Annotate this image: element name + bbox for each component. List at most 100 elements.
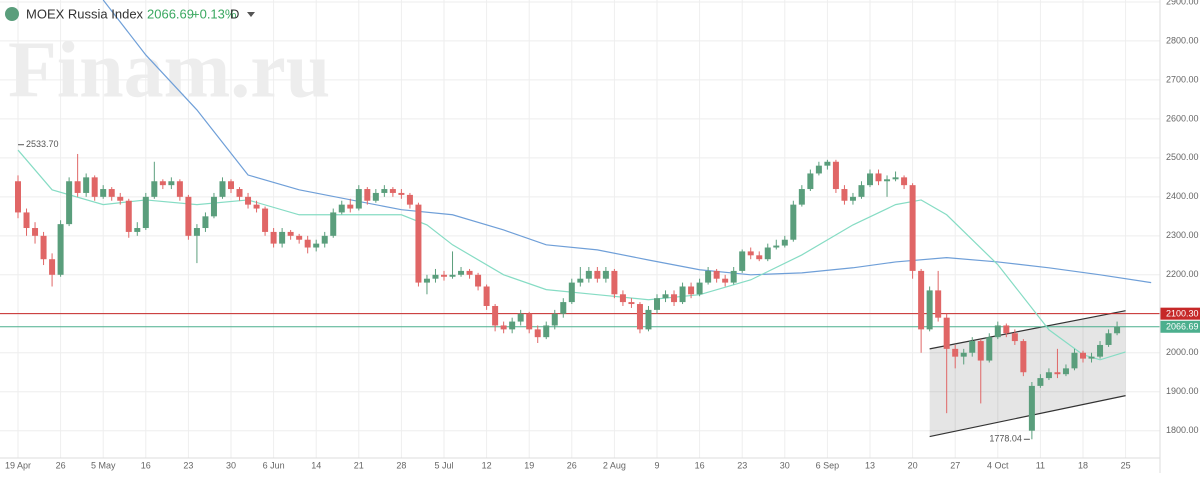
x-tick-label: 2 Aug	[603, 460, 626, 470]
candle-body	[432, 274, 439, 279]
x-tick-label: 26	[56, 460, 66, 470]
candle-body	[739, 251, 746, 271]
candle-body	[125, 200, 132, 232]
candle-body	[236, 189, 243, 197]
y-tick-label: 2400.00	[1166, 191, 1199, 201]
candle-body	[1020, 341, 1027, 373]
change: +0.13%	[192, 6, 237, 21]
watermark: Finam.ru	[8, 26, 330, 114]
candle-body	[415, 204, 422, 283]
chart-title: MOEX Russia Index	[26, 6, 144, 21]
candle-body	[952, 348, 959, 357]
candle-body	[193, 228, 200, 236]
candle-body	[100, 189, 107, 197]
candle-body	[602, 270, 609, 279]
x-tick-label: 20	[908, 460, 918, 470]
x-tick-label: 16	[695, 460, 705, 470]
y-tick-label: 2800.00	[1166, 35, 1199, 45]
candle-body	[330, 212, 337, 236]
candle-body	[66, 181, 73, 225]
candle-body	[441, 274, 447, 277]
candle-body	[730, 270, 737, 283]
candle-body	[935, 290, 942, 318]
x-tick-label: 5 May	[91, 460, 116, 470]
x-tick-label: 5 Jul	[434, 460, 453, 470]
candle-body	[534, 329, 541, 338]
candle-body	[526, 313, 533, 330]
candle-body	[398, 192, 405, 195]
candle-body	[117, 196, 124, 201]
candle-body	[509, 321, 516, 330]
candle-body	[577, 278, 584, 283]
x-tick-label: 25	[1121, 460, 1131, 470]
candle-body	[960, 352, 967, 357]
axis: 1800.001900.002000.002100.002200.002300.…	[5, 0, 1200, 470]
symbol-icon	[5, 7, 19, 21]
candle-body	[756, 255, 763, 260]
candle-body	[849, 196, 856, 201]
candle-body	[83, 177, 90, 193]
candle-body	[679, 286, 686, 303]
candle-body	[986, 337, 993, 361]
candle-body	[1054, 372, 1061, 375]
candle-body	[219, 181, 226, 197]
candle-body	[688, 286, 695, 295]
candle-body	[185, 196, 192, 236]
candle-body	[543, 325, 550, 338]
candle-body	[500, 325, 507, 330]
y-tick-label: 2200.00	[1166, 269, 1199, 279]
candle-body	[807, 173, 814, 190]
candle-body	[364, 189, 371, 201]
candle-body	[705, 270, 712, 283]
candle-body	[662, 294, 669, 299]
x-tick-label: 6 Sep	[816, 460, 840, 470]
dropdown-arrow[interactable]	[247, 12, 255, 17]
interval[interactable]: D	[230, 6, 239, 21]
candle-body	[15, 181, 21, 213]
candle-body	[159, 181, 166, 186]
candle-body	[901, 177, 908, 186]
candle-body	[253, 204, 260, 209]
candle-body	[628, 302, 635, 305]
candle-body	[560, 302, 567, 314]
annotation: 1778.04	[989, 434, 1022, 444]
x-tick-label: 27	[950, 460, 960, 470]
y-tick-label: 2700.00	[1166, 74, 1199, 84]
candle-body	[32, 228, 39, 236]
y-tick-label: 2900.00	[1166, 0, 1199, 6]
candle-body	[832, 161, 839, 190]
y-tick-label: 2000.00	[1166, 347, 1199, 357]
candle-body	[909, 185, 916, 271]
candle-body	[1071, 352, 1078, 369]
candle-body	[49, 259, 56, 275]
channel-line	[929, 310, 1126, 350]
candle-body	[994, 325, 1001, 338]
candle-body	[867, 173, 873, 186]
candle-body	[1045, 372, 1052, 379]
x-tick-label: 9	[654, 460, 659, 470]
y-tick-label: 2600.00	[1166, 113, 1199, 123]
x-tick-label: 13	[865, 460, 875, 470]
candle-body	[773, 245, 780, 248]
candle-body	[313, 243, 320, 248]
candle-body	[824, 161, 831, 166]
candle-body	[304, 239, 311, 248]
candle-body	[841, 189, 848, 201]
x-tick-label: 11	[1036, 460, 1045, 470]
candle-body	[1062, 368, 1069, 375]
candle-body	[594, 270, 601, 279]
candle-body	[798, 189, 805, 205]
x-tick-label: 12	[482, 460, 492, 470]
candle-body	[151, 181, 158, 197]
price-label-bg	[1160, 320, 1200, 333]
candle-body	[969, 341, 976, 353]
candle-body	[926, 290, 933, 330]
candle-body	[245, 196, 252, 205]
y-tick-label: 2300.00	[1166, 230, 1199, 240]
x-tick-label: 28	[396, 460, 406, 470]
candle-body	[202, 216, 209, 229]
candle-body	[381, 189, 388, 193]
x-tick-label: 19 Apr	[5, 460, 31, 470]
